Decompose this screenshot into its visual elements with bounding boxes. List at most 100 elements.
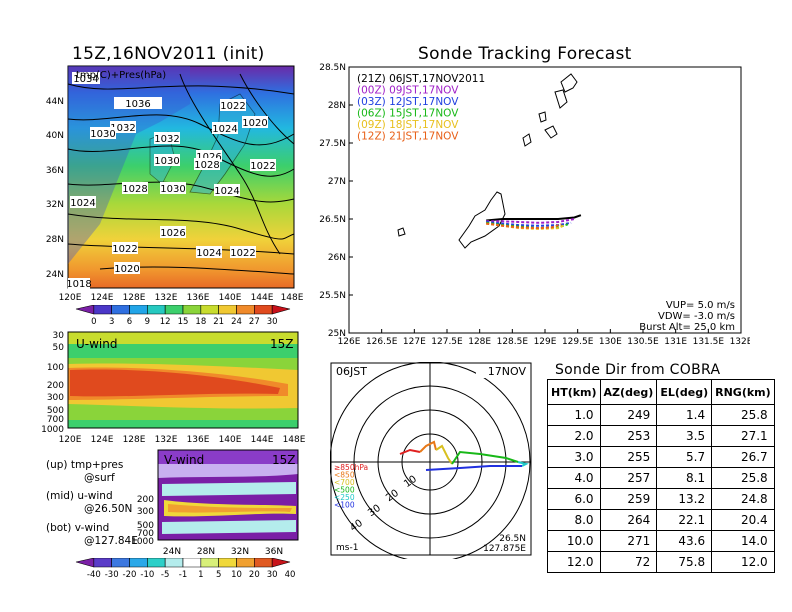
track-lat-tick: 28N [328,101,346,111]
colorbar-tick-label: 18 [195,317,206,327]
colorbar-swatch [75,558,95,568]
colorbar-tick-label: 27 [249,317,260,327]
temperature-colorbar: 0 3 6 9 12 15 18 21 24 27 30 [75,305,291,327]
side-note-bot: (bot) v-wind @127.84E [46,522,138,547]
dir-table-cell: 75.8 [656,551,713,573]
level-legend-entry: <100 [334,501,355,510]
isobars [67,73,295,275]
svg-text:1032: 1032 [154,134,179,145]
track-legend-entry: (03Z) 12JST,17NOV [357,96,459,108]
colorbar-tick-label: 12 [160,317,171,327]
svg-text:24N: 24N [46,270,64,280]
colorbar-swatch [236,558,255,568]
track-lon-tick: 126.5E [366,337,398,347]
dir-table-cell: 25.8 [711,467,775,489]
dir-table-cell: 249 [599,404,658,426]
dir-table-cell: 22.1 [656,509,713,531]
vwind-panel: V-wind 15Z 200 300 500 700 1000 24N 28N … [131,449,299,557]
dir-table-row: 12.0 72 75.8 12.0 [547,551,775,573]
dir-table-cell: 3.0 [547,446,601,468]
polar-units: ms-1 [336,543,358,553]
vwind-time: 15Z [272,453,296,467]
vwind-lat-ticks: 24N 28N 32N 36N [163,547,283,557]
colorbar-swatch [75,305,95,315]
svg-text:148E: 148E [281,293,304,303]
track-lon-tick: 129.5E [562,337,594,347]
dir-table-cell: 253 [599,425,658,447]
colorbar-tick-label: 21 [213,317,224,327]
dir-table-header: AZ(deg) [599,379,658,405]
dir-table-cell: 72 [599,551,658,573]
svg-text:28N: 28N [197,547,215,557]
dir-table-header: RNG(km) [711,379,775,405]
svg-text:40N: 40N [46,131,64,141]
track-lon-tick: 129E [534,337,557,347]
svg-text:Burst Alt= 25.0 km: Burst Alt= 25.0 km [639,322,735,333]
svg-text:1020: 1020 [242,118,267,129]
colorbar-swatch [93,305,112,315]
colorbar-tick-label: 24 [231,317,242,327]
svg-text:500: 500 [137,521,154,531]
track-legend-entry: (21Z) 06JST,17NOV2011 [357,73,485,85]
dir-table-cell: 8.0 [547,509,601,531]
polar-plot: 10 20 30 40 06JST 17NOV ≥850hPa<850<700<… [330,362,532,559]
svg-text:32N: 32N [231,547,249,557]
colorbar-swatch [164,305,184,315]
dir-table-cell: 27.1 [711,425,775,447]
svg-text:200: 200 [137,495,154,505]
colorbar-swatch [254,305,273,315]
dir-table-cell: 259 [599,488,658,510]
svg-text:1030: 1030 [154,156,179,167]
colorbar-swatch [271,558,291,568]
svg-text:1024: 1024 [212,124,237,135]
track-lon-ticks: 126E 126.5E 127E 127.5E 128E 128.5E 129E 129.5E… [338,329,750,347]
polar-lat: 26.5N [499,534,526,544]
colorbar-tick-label: 10 [231,570,242,580]
dir-table-header: HT(km) [547,379,601,405]
svg-text:140E: 140E [219,293,242,303]
dir-table-cell: 13.2 [656,488,713,510]
isobar-label: 1022 [230,246,256,259]
colorbar-swatch [129,558,148,568]
vwind-label: V-wind [164,453,204,467]
colorbar-swatch [271,305,291,315]
svg-text:700: 700 [137,529,154,539]
svg-text:200: 200 [47,381,64,391]
level-legend-entry: <850 [334,471,355,480]
colorbar-tick-label: 3 [109,317,114,327]
side-note-mid: (mid) u-wind @26.50N [46,490,133,515]
level-legend-entry: <250 [334,493,355,502]
colorbar-swatch [111,305,130,315]
svg-text:120E: 120E [59,293,82,303]
isobar-label: 1022 [220,99,246,112]
dir-table-row: 8.0 264 22.1 20.4 [547,509,775,531]
dir-table-row: 3.0 255 5.7 26.7 [547,446,775,468]
colorbar-tick-label: 30 [267,317,278,327]
track-legend: (21Z) 06JST,17NOV2011(00Z) 09JST,17NOV(0… [357,73,485,143]
colorbar-swatch [147,558,166,568]
dir-table-cell: 3.5 [656,425,713,447]
svg-text:1030: 1030 [90,129,115,140]
dir-table-cell: 20.4 [711,509,775,531]
svg-text:36N: 36N [46,166,64,176]
track-lon-tick: 130E [599,337,622,347]
wind-colorbar: -40 -30 -20 -10 -5 -1 1 5 10 20 30 40 [75,558,296,580]
uwind-lon-ticks: 120E 124E 128E 132E 136E 140E 144E 148E [59,435,306,445]
dir-table-cell: 5.7 [656,446,713,468]
map-title: 15Z,16NOV2011 (init) [72,44,265,64]
colorbar-swatch [218,305,237,315]
colorbar-tick-label: 40 [285,570,296,580]
track-legend-entry: (12Z) 21JST,17NOV [357,131,459,143]
svg-text:100: 100 [47,363,64,373]
svg-text:1022: 1022 [230,248,255,259]
isobar-label: 1034 [72,72,100,85]
map-legend-text: tmp(C)+Pres(hPa) [76,70,166,81]
track-lon-tick: 128E [468,337,491,347]
track-lat-tick: 26N [328,253,346,263]
colorbar-swatch [129,305,148,315]
dir-table-header: EL(deg) [656,379,713,405]
isobar-label: 1032 [154,132,180,145]
level-legend-entry: <500 [334,486,355,495]
dir-table-cell: 25.8 [711,404,775,426]
svg-text:132E: 132E [155,435,178,445]
